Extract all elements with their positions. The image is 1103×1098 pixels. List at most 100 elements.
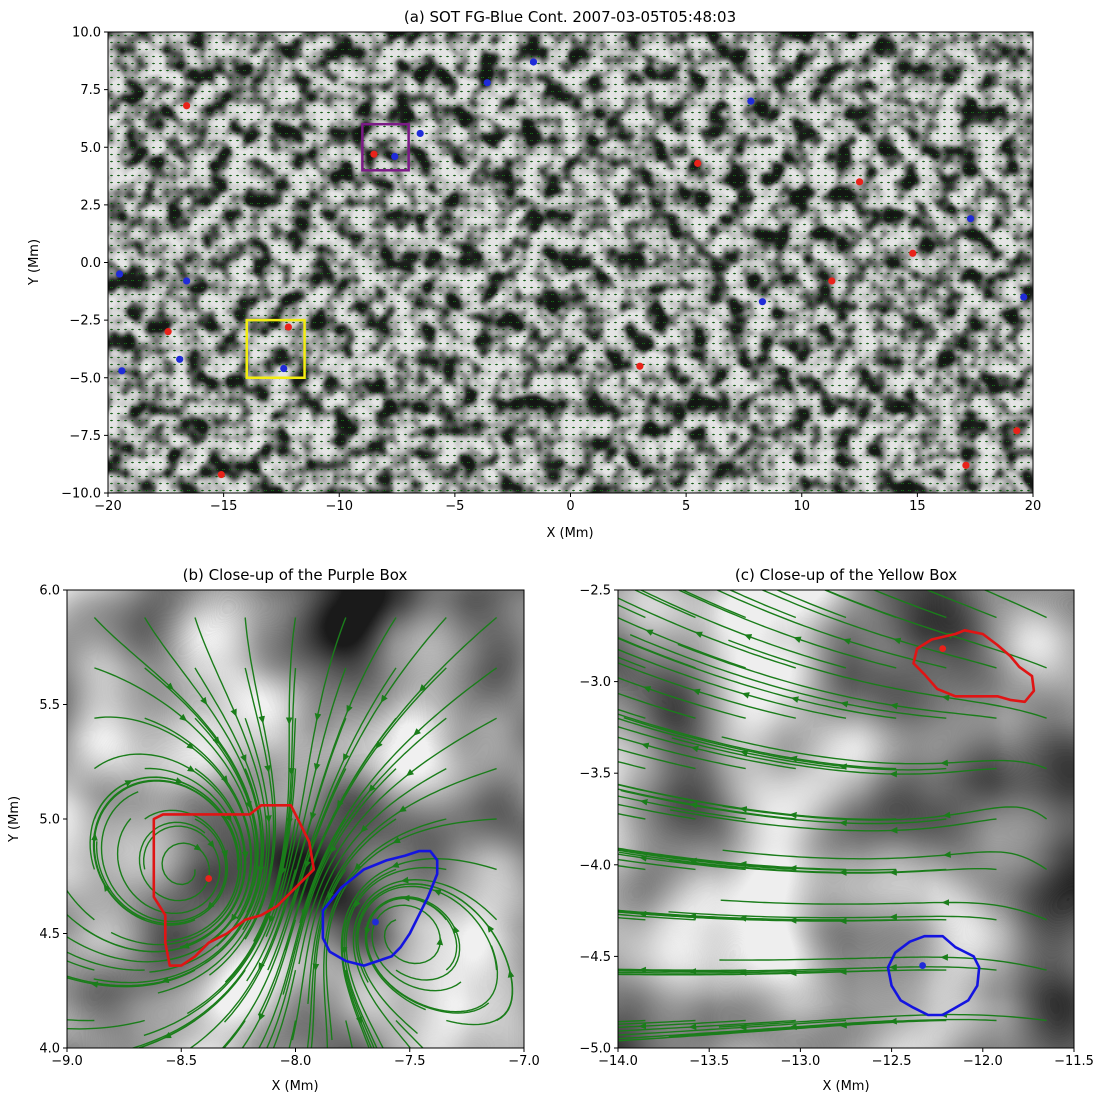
streamline [618, 849, 796, 871]
panel-c-image [618, 590, 1074, 1048]
streamline [345, 866, 447, 1048]
streamline [618, 656, 646, 669]
streamline [253, 617, 297, 942]
yellow-box [245, 318, 306, 379]
y-tick-label: −4.0 [579, 858, 611, 873]
red-point [694, 159, 702, 167]
streamline [157, 717, 271, 994]
streamline [299, 667, 498, 924]
streamline [677, 643, 997, 719]
streamline [67, 1019, 95, 1022]
streamline [623, 717, 947, 771]
y-tick-label: −7.5 [69, 429, 101, 444]
streamline [668, 911, 997, 921]
red-point [909, 249, 917, 257]
streamline [67, 869, 246, 953]
streamline [719, 956, 1047, 971]
blue-point [483, 79, 491, 87]
blue-point [919, 962, 927, 969]
y-tick-label: 6.0 [39, 584, 60, 599]
streamline [100, 791, 227, 923]
streamline [94, 667, 256, 920]
streamline [671, 737, 997, 775]
streamline [618, 853, 746, 871]
y-tick-label: 4.0 [39, 1042, 60, 1057]
red-point [855, 178, 864, 186]
streamline [244, 617, 277, 940]
x-tick-label: −7.5 [394, 1054, 426, 1069]
red-point [164, 328, 172, 336]
streamline [241, 919, 297, 1048]
panel-b-title: (b) Close-up of the Purple Box [183, 566, 408, 584]
streamline [618, 909, 846, 921]
streamline [639, 590, 847, 669]
panel-c: (c) Close-up of the Yellow Box −14.0 −13.… [579, 566, 1094, 1094]
streamline [341, 919, 373, 1048]
streamline [345, 969, 375, 1048]
panel-b-image [67, 590, 524, 1048]
x-tick-label: −10 [326, 499, 353, 514]
streamline [618, 736, 746, 770]
streamline [143, 768, 297, 1037]
streamline [298, 717, 497, 965]
streamline [668, 966, 997, 972]
streamline [136, 969, 246, 1048]
y-tick-label: 4.5 [39, 927, 60, 942]
streamline [618, 858, 696, 871]
x-tick-label: −20 [94, 499, 121, 514]
streamline [620, 789, 947, 825]
x-tick-label: 10 [793, 499, 810, 514]
red-point [939, 645, 947, 653]
x-tick-label: 5 [682, 499, 690, 514]
streamline [722, 805, 1048, 821]
blue-point [118, 367, 126, 375]
streamline [618, 648, 847, 719]
streamline [194, 617, 268, 931]
y-tick-label: 5.0 [39, 813, 60, 828]
streamline [272, 969, 297, 1048]
streamline [186, 718, 297, 1015]
red-point [205, 875, 213, 882]
streamline [618, 911, 947, 922]
streamline [116, 818, 221, 914]
streamline [721, 736, 1047, 770]
red-point [828, 277, 836, 285]
streamline [67, 818, 253, 963]
blue-point [372, 918, 379, 926]
streamline [323, 818, 447, 1048]
streamline [670, 809, 997, 832]
streamline [95, 809, 228, 925]
streamline [67, 1019, 145, 1030]
streamline [618, 692, 696, 719]
streamline [618, 1019, 847, 1036]
x-tick-label: −9.0 [51, 1054, 83, 1069]
blue-point [115, 270, 124, 278]
panel-c-frame [617, 589, 1075, 1049]
streamline [775, 590, 847, 619]
streamline [633, 590, 696, 619]
streamline [618, 969, 847, 974]
streamline [67, 889, 95, 921]
blue-contour [886, 934, 981, 1017]
x-tick-label: −12.5 [872, 1054, 912, 1069]
streamline [618, 1019, 746, 1029]
y-tick-label: 0.0 [80, 256, 101, 271]
streamline [288, 1020, 297, 1048]
streamline [258, 818, 347, 1048]
purple-box [361, 122, 410, 172]
blue-point [758, 298, 767, 306]
red-point [284, 323, 292, 331]
streamline [357, 885, 498, 1035]
streamline [306, 818, 397, 1048]
x-tick-label: −13.5 [689, 1054, 729, 1069]
blue-point [747, 97, 755, 105]
x-tick-label: −12.0 [963, 1054, 1003, 1069]
streamline [618, 1019, 646, 1023]
y-tick-label: 5.0 [80, 141, 101, 156]
blue-point [1020, 293, 1028, 301]
x-tick-label: 20 [1025, 499, 1042, 514]
streamline [266, 768, 397, 1048]
x-tick-label: −8.0 [280, 1054, 312, 1069]
red-point [636, 362, 644, 370]
blue-point [416, 129, 424, 138]
